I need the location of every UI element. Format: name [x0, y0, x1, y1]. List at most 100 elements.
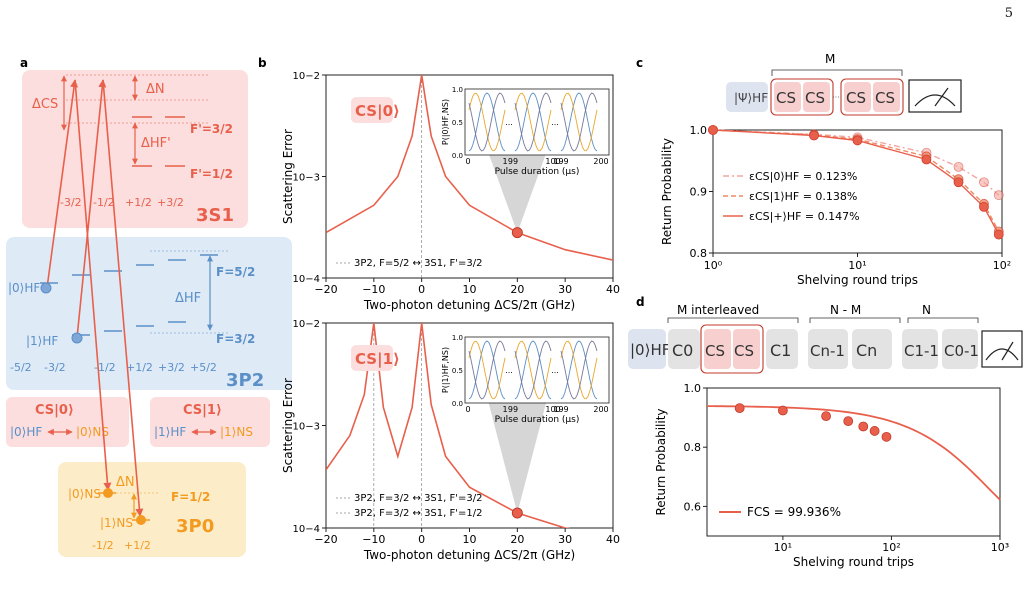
c-ylabel: Return Probability — [660, 138, 674, 245]
delta-hf-label: ΔHF — [175, 291, 201, 306]
d-box-cs1: CS — [705, 342, 725, 360]
c-ytick-label: 0.9 — [690, 186, 708, 199]
b-inset-oscillation — [468, 340, 506, 400]
d-xtick-label: 10³ — [991, 541, 1009, 554]
b-inset-xtick: 100 — [545, 157, 560, 166]
b-xtick-label: 40 — [606, 533, 620, 546]
cs0-box-ns: |0⟩NS — [76, 425, 109, 439]
b-inset-oscillation — [560, 340, 598, 400]
c-point — [921, 154, 932, 165]
panel-label-d: d — [636, 295, 645, 309]
p0-delta-n-label: ΔN — [116, 475, 135, 490]
page-number: 5 — [1004, 6, 1013, 21]
d-n-label: N — [922, 303, 931, 317]
b-inset-oscillation — [514, 340, 552, 400]
cs0-box-hf: |0⟩HF — [10, 425, 42, 439]
s1-mf-3: +1/2 — [125, 196, 152, 209]
d-xlabel: Shelving round trips — [793, 555, 914, 569]
c-legend-entry: εCS|0⟩HF = 0.123% — [749, 170, 857, 183]
b-inset-xtick: 199 — [553, 405, 568, 414]
c-psi-label: |Ψ⟩HF — [734, 91, 768, 105]
p2-term-label: 3P2 — [226, 370, 264, 391]
c-cs-2: CS — [805, 89, 825, 107]
b-highlight-point — [511, 507, 523, 519]
cs0-box — [6, 397, 129, 447]
s1-mf-4: +3/2 — [157, 196, 184, 209]
c-point — [953, 177, 964, 188]
b-ylabel: Scattering Error — [281, 378, 295, 473]
s1-mf-labels: -3/2 -1/2 +1/2 +3/2 — [60, 196, 184, 209]
c-cs-1: CS — [776, 89, 796, 107]
b-tag-box — [351, 345, 393, 371]
b-inset-oscillation — [468, 340, 506, 400]
b-inset-xtick: 99 — [508, 157, 518, 166]
d-box-c1: C1 — [770, 341, 791, 360]
b-legend-entry: 3P2, F=3/2 ↔ 3S1, F'=3/2 — [354, 493, 482, 504]
f-32-label: F=3/2 — [216, 332, 255, 346]
c-point — [852, 135, 863, 146]
d-ytick-label: 0.6 — [684, 500, 702, 513]
ket0-ns-label: |0⟩NS — [68, 487, 101, 501]
p2-mf-1: -5/2 — [10, 361, 32, 374]
b-xtick-label: −20 — [314, 533, 337, 546]
d-gate-boxes: C0 CS CS C1 Cn-1 Cn C1-1 C0-1 — [668, 324, 979, 374]
b-inset-oscillation — [468, 92, 506, 152]
c-xtick-label: 10¹ — [848, 259, 866, 272]
c-point — [979, 201, 989, 212]
d-ytick-label: 0.8 — [684, 441, 702, 454]
b-inset-xtick: 100 — [545, 405, 560, 414]
b-inset-oscillation — [560, 340, 598, 400]
panel-d-plot: 10¹ 10² 10³ 0.6 0.8 1.0 Shelving round trips Re… — [654, 382, 1009, 569]
c-legend-entry: εCS|1⟩HF = 0.138% — [749, 190, 857, 203]
c-xtick-label: 10² — [993, 259, 1011, 272]
d-n-minus-m: N - M — [830, 303, 861, 317]
d-ylabel: Return Probability — [654, 408, 668, 515]
b-xtick-label: 0 — [418, 533, 425, 546]
b-zoom-cone — [487, 150, 548, 233]
d-box-c0: C0 — [672, 341, 693, 360]
s1-virtual-levels — [66, 74, 210, 124]
b-inset-oscillation — [560, 92, 598, 152]
p0-mf-1: -1/2 — [92, 539, 114, 552]
c-point — [953, 161, 964, 172]
c-psi-box — [726, 82, 768, 112]
d-point — [777, 405, 788, 416]
f-prime-32-label: F'=3/2 — [190, 122, 233, 136]
p2-dash-guides — [150, 250, 230, 334]
s1-term-label: 3S1 — [196, 205, 234, 226]
b-inset-ytick: 0.5 — [452, 119, 463, 127]
delta-cs-label: ΔCS — [32, 97, 58, 112]
b-xtick-label: 30 — [558, 283, 572, 296]
c-legend-entry: εCS|+⟩HF = 0.147% — [749, 210, 860, 223]
d-point — [843, 416, 854, 427]
b-xtick-label: 10 — [463, 533, 477, 546]
b-inset-xtick: 200 — [593, 405, 608, 414]
b-inset-oscillation — [514, 340, 552, 400]
ket0-hf-label: |0⟩HF — [8, 281, 40, 295]
c-point — [809, 130, 819, 141]
b-inset-xtick: 1 — [502, 157, 507, 166]
b-inset-oscillation — [468, 340, 506, 400]
d-legend-entry: FCS = 99.936% — [747, 505, 841, 519]
d-point — [869, 426, 880, 436]
b-xtick-label: −10 — [362, 283, 385, 296]
state-1-ns-dot — [136, 515, 146, 525]
d-point — [858, 421, 869, 432]
f-prime-12-label: F'=1/2 — [190, 167, 233, 181]
b-ytick-label: 10−3 — [293, 173, 320, 184]
b-inset-ytick: 0.0 — [452, 400, 463, 408]
b-inset-oscillation — [468, 92, 506, 152]
b-ytick-label: 10−4 — [293, 274, 320, 285]
b-error-curve — [326, 323, 571, 528]
d-box-cn: Cn — [856, 341, 877, 360]
panel-label-b: b — [258, 56, 267, 70]
ket1-ns-label: |1⟩NS — [100, 516, 133, 530]
b-xtick-label: −20 — [314, 283, 337, 296]
b-inset-xlabel: Pulse duration (μs) — [495, 415, 580, 425]
p2-mf-4: +1/2 — [126, 361, 153, 374]
b-xlabel: Two-photon detuning ΔCS/2π (GHz) — [363, 548, 575, 562]
b-inset-xtick: 200 — [593, 157, 608, 166]
c-m-label: M — [825, 52, 835, 66]
cs1-box-hf: |1⟩HF — [154, 425, 186, 439]
b-xtick-label: 0 — [418, 283, 425, 296]
